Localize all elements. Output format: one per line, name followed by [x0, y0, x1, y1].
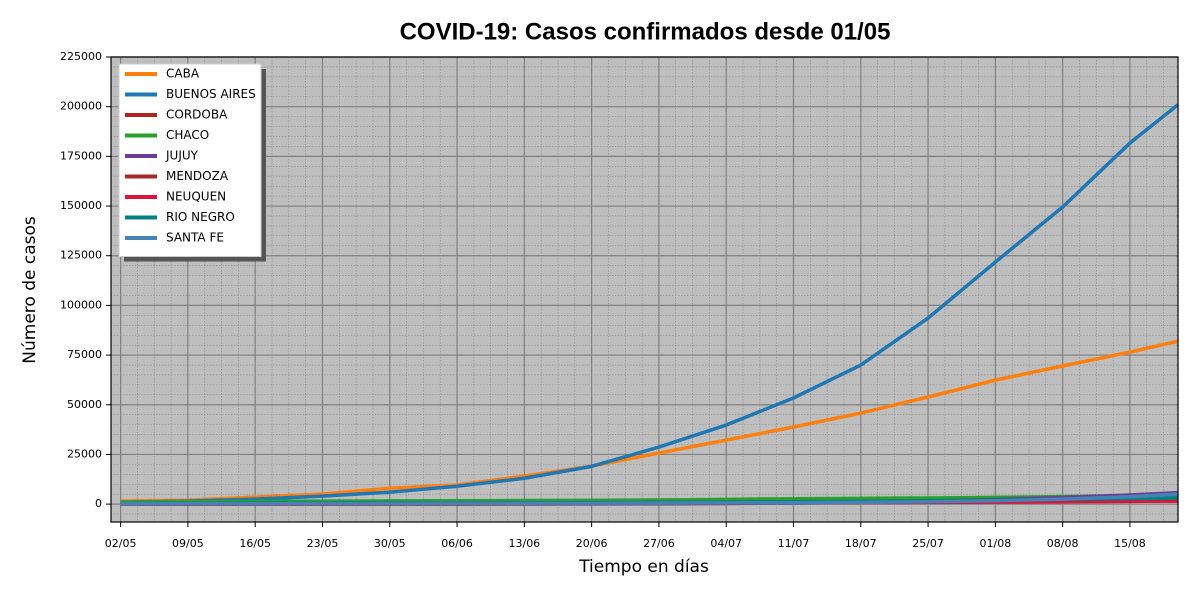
- x-axis-label: Tiempo en días: [578, 557, 709, 577]
- x-tick-label: 13/06: [508, 537, 540, 550]
- y-tick-label: 25000: [67, 447, 102, 460]
- legend-label: RIO NEGRO: [166, 210, 235, 224]
- y-tick-label: 175000: [60, 149, 102, 162]
- series-line: [120, 339, 1179, 503]
- x-tick-label: 16/05: [239, 537, 271, 550]
- y-tick-label: 225000: [60, 50, 102, 63]
- x-tick-label: 04/07: [710, 537, 742, 550]
- x-tick-label: 01/08: [980, 537, 1012, 550]
- x-tick-label: 27/06: [643, 537, 675, 550]
- y-tick-label: 75000: [67, 348, 102, 361]
- x-tick-label: 08/08: [1047, 537, 1079, 550]
- legend-label: BUENOS AIRES: [166, 87, 256, 101]
- legend-label: CORDOBA: [166, 108, 228, 122]
- legend-label: JUJUY: [165, 149, 199, 163]
- x-tick-label: 23/05: [307, 537, 339, 550]
- y-tick-label: 150000: [60, 199, 102, 212]
- y-tick-label: 200000: [60, 100, 102, 113]
- legend-label: NEUQUEN: [166, 190, 226, 204]
- y-tick-label: 50000: [67, 398, 102, 411]
- x-tick-label: 30/05: [374, 537, 406, 550]
- x-tick-label: 02/05: [105, 537, 137, 550]
- legend-label: CHACO: [166, 128, 209, 142]
- legend-label: SANTA FE: [166, 231, 224, 245]
- x-tick-label: 18/07: [845, 537, 877, 550]
- series-line: [120, 493, 1179, 504]
- legend-label: MENDOZA: [166, 169, 229, 183]
- y-tick-label: 0: [95, 497, 102, 510]
- legend: CABA BUENOS AIRES CORDOBA CHACO JUJUY MENDOZA…: [118, 63, 266, 262]
- series-line: [120, 492, 1179, 506]
- x-tick-label: 06/06: [441, 537, 473, 550]
- y-tick-label: 125000: [60, 249, 102, 262]
- plot-frame: [110, 56, 1179, 523]
- x-tick-label: 11/07: [778, 537, 810, 550]
- grid: [111, 56, 1178, 522]
- y-tick-label: 100000: [60, 298, 102, 311]
- x-tick-label: 20/06: [576, 537, 608, 550]
- x-tick-label: 25/07: [912, 537, 944, 550]
- series-line: [120, 103, 1180, 504]
- chart-title: COVID-19: Casos confirmados desde 01/05: [400, 18, 891, 45]
- legend-label: CABA: [166, 67, 200, 81]
- y-axis-label: Número de casos: [20, 216, 40, 364]
- x-tick-label: 09/05: [172, 537, 204, 550]
- x-tick-label: 15/08: [1114, 537, 1146, 550]
